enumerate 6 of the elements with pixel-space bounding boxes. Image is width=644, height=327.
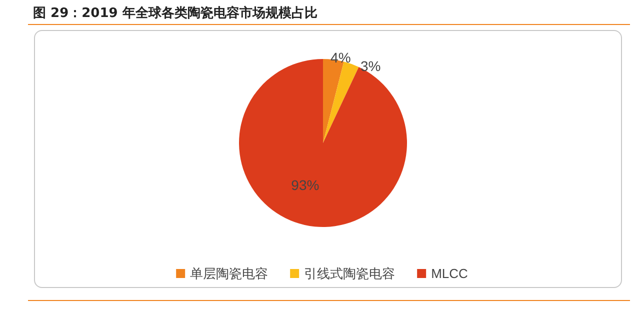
chart-title: 图 29：2019 年全球各类陶瓷电容市场规模占比	[33, 5, 318, 21]
legend-label: 单层陶瓷电容	[190, 266, 268, 281]
legend-label: MLCC	[431, 266, 468, 281]
data-label: 3%	[360, 58, 381, 74]
data-label: 93%	[291, 176, 320, 193]
legend-label: 引线式陶瓷电容	[304, 266, 396, 281]
